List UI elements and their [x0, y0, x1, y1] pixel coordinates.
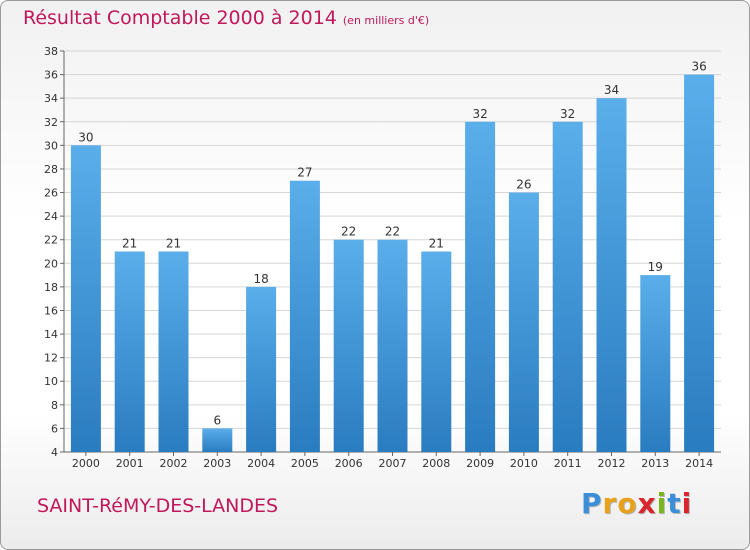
bar — [289, 180, 320, 452]
proxiti-logo: Proxiti — [581, 487, 692, 520]
y-tick-label: 12 — [44, 352, 58, 365]
y-tick-label: 30 — [44, 139, 58, 152]
y-tick-label: 38 — [44, 45, 58, 58]
logo-letter: t — [667, 487, 682, 520]
x-tick-label: 2005 — [291, 457, 319, 470]
x-tick-label: 2007 — [379, 457, 407, 470]
data-label: 19 — [648, 260, 663, 274]
y-tick-label: 26 — [44, 187, 58, 200]
data-label: 34 — [604, 83, 619, 97]
x-tick-label: 2004 — [247, 457, 275, 470]
bar — [114, 251, 145, 452]
data-label: 6 — [213, 413, 221, 427]
commune-name: SAINT-RéMY-DES-LANDES — [37, 495, 279, 517]
x-tick-label: 2000 — [72, 457, 100, 470]
x-tick-label: 2001 — [116, 457, 144, 470]
bar — [246, 286, 277, 452]
x-tick-label: 2010 — [510, 457, 538, 470]
bar — [202, 428, 233, 452]
y-tick-label: 6 — [51, 422, 58, 435]
y-tick-label: 8 — [51, 399, 58, 412]
x-tick-label: 2014 — [685, 457, 713, 470]
logo-letter: i — [681, 487, 693, 520]
bar — [333, 239, 364, 452]
bar — [552, 121, 583, 452]
logo-letter: r — [602, 487, 618, 520]
bar — [465, 121, 496, 452]
y-tick-label: 10 — [44, 375, 58, 388]
x-tick-label: 2002 — [160, 457, 188, 470]
chart-title-text: Résultat Comptable 2000 à 2014 — [23, 7, 337, 29]
y-tick-label: 20 — [44, 257, 58, 270]
y-tick-label: 24 — [44, 210, 58, 223]
chart-title: Résultat Comptable 2000 à 2014 (en millie… — [23, 7, 429, 29]
labels: 4 6 8 10 12 14 16 18 20 22 24 26 28 30 32 34 36 38 30 2000 2… — [44, 45, 713, 470]
logo-letter: P — [581, 487, 603, 520]
data-label: 21 — [429, 237, 444, 251]
data-label: 36 — [691, 60, 706, 74]
data-label: 22 — [341, 225, 356, 239]
data-label: 18 — [253, 272, 268, 286]
logo-letter: o — [617, 487, 638, 520]
bar — [640, 275, 671, 452]
data-label: 32 — [472, 107, 487, 121]
bar — [70, 145, 101, 452]
x-tick-label: 2011 — [554, 457, 582, 470]
y-tick-label: 22 — [44, 234, 58, 247]
bar — [377, 239, 408, 452]
y-tick-label: 32 — [44, 116, 58, 129]
bar — [684, 74, 715, 453]
logo-letter: x — [637, 487, 657, 520]
data-label: 30 — [78, 130, 93, 144]
data-label: 21 — [166, 237, 181, 251]
chart-subtitle: (en milliers d'€) — [342, 14, 430, 27]
y-tick-label: 28 — [44, 163, 58, 176]
y-tick-label: 36 — [44, 69, 58, 82]
bar — [421, 251, 452, 452]
logo-letter: i — [656, 487, 668, 520]
data-label: 32 — [560, 107, 575, 121]
x-tick-label: 2012 — [598, 457, 626, 470]
y-tick-label: 14 — [44, 328, 58, 341]
data-label: 21 — [122, 237, 137, 251]
bar — [158, 251, 189, 452]
x-tick-label: 2006 — [335, 457, 363, 470]
y-tick-label: 16 — [44, 304, 58, 317]
x-tick-label: 2003 — [203, 457, 231, 470]
data-label: 27 — [297, 166, 312, 180]
bars — [70, 74, 715, 453]
x-tick-label: 2009 — [466, 457, 494, 470]
bar — [508, 192, 539, 452]
y-tick-label: 18 — [44, 281, 58, 294]
y-tick-label: 34 — [44, 92, 58, 105]
x-tick-label: 2013 — [641, 457, 669, 470]
bar — [596, 98, 627, 453]
y-tick-label: 4 — [51, 446, 58, 459]
data-label: 26 — [516, 178, 531, 192]
data-label: 22 — [385, 225, 400, 239]
x-tick-label: 2008 — [422, 457, 450, 470]
